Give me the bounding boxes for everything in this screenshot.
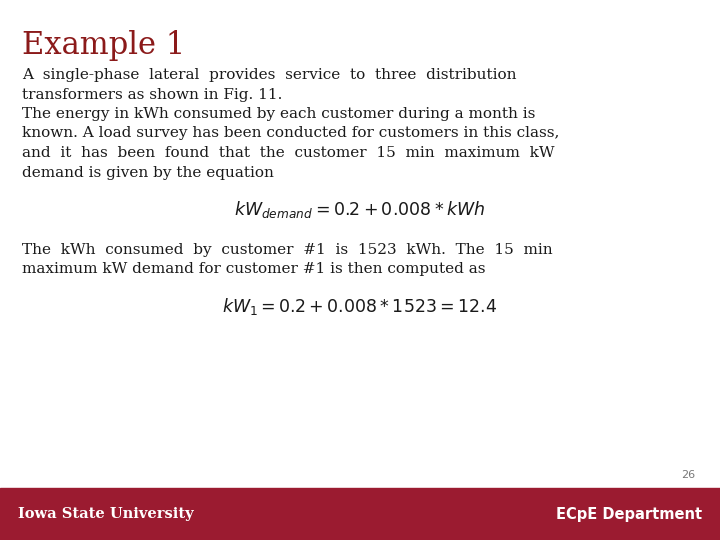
- Text: maximum kW demand for customer #1 is then computed as: maximum kW demand for customer #1 is the…: [22, 262, 485, 276]
- Text: and  it  has  been  found  that  the  customer  15  min  maximum  kW: and it has been found that the customer …: [22, 146, 554, 160]
- Text: The energy in kWh consumed by each customer during a month is: The energy in kWh consumed by each custo…: [22, 107, 536, 121]
- Text: Iowa State University: Iowa State University: [18, 507, 194, 521]
- Text: Example 1: Example 1: [22, 30, 185, 61]
- Bar: [0, 488, 720, 540]
- Text: The  kWh  consumed  by  customer  #1  is  1523  kWh.  The  15  min: The kWh consumed by customer #1 is 1523 …: [22, 243, 553, 257]
- Text: demand is given by the equation: demand is given by the equation: [22, 165, 274, 179]
- Text: $kW_{demand} = 0.2 + 0.008*kWh$: $kW_{demand} = 0.2 + 0.008*kWh$: [235, 199, 485, 220]
- Text: transformers as shown in Fig. 11.: transformers as shown in Fig. 11.: [22, 87, 282, 102]
- Text: $kW_1 = 0.2 + 0.008 * 1523 = 12.4$: $kW_1 = 0.2 + 0.008 * 1523 = 12.4$: [222, 296, 498, 317]
- Text: 26: 26: [681, 470, 695, 480]
- Text: known. A load survey has been conducted for customers in this class,: known. A load survey has been conducted …: [22, 126, 559, 140]
- Text: A  single-phase  lateral  provides  service  to  three  distribution: A single-phase lateral provides service …: [22, 68, 516, 82]
- Text: ECpE Department: ECpE Department: [556, 507, 702, 522]
